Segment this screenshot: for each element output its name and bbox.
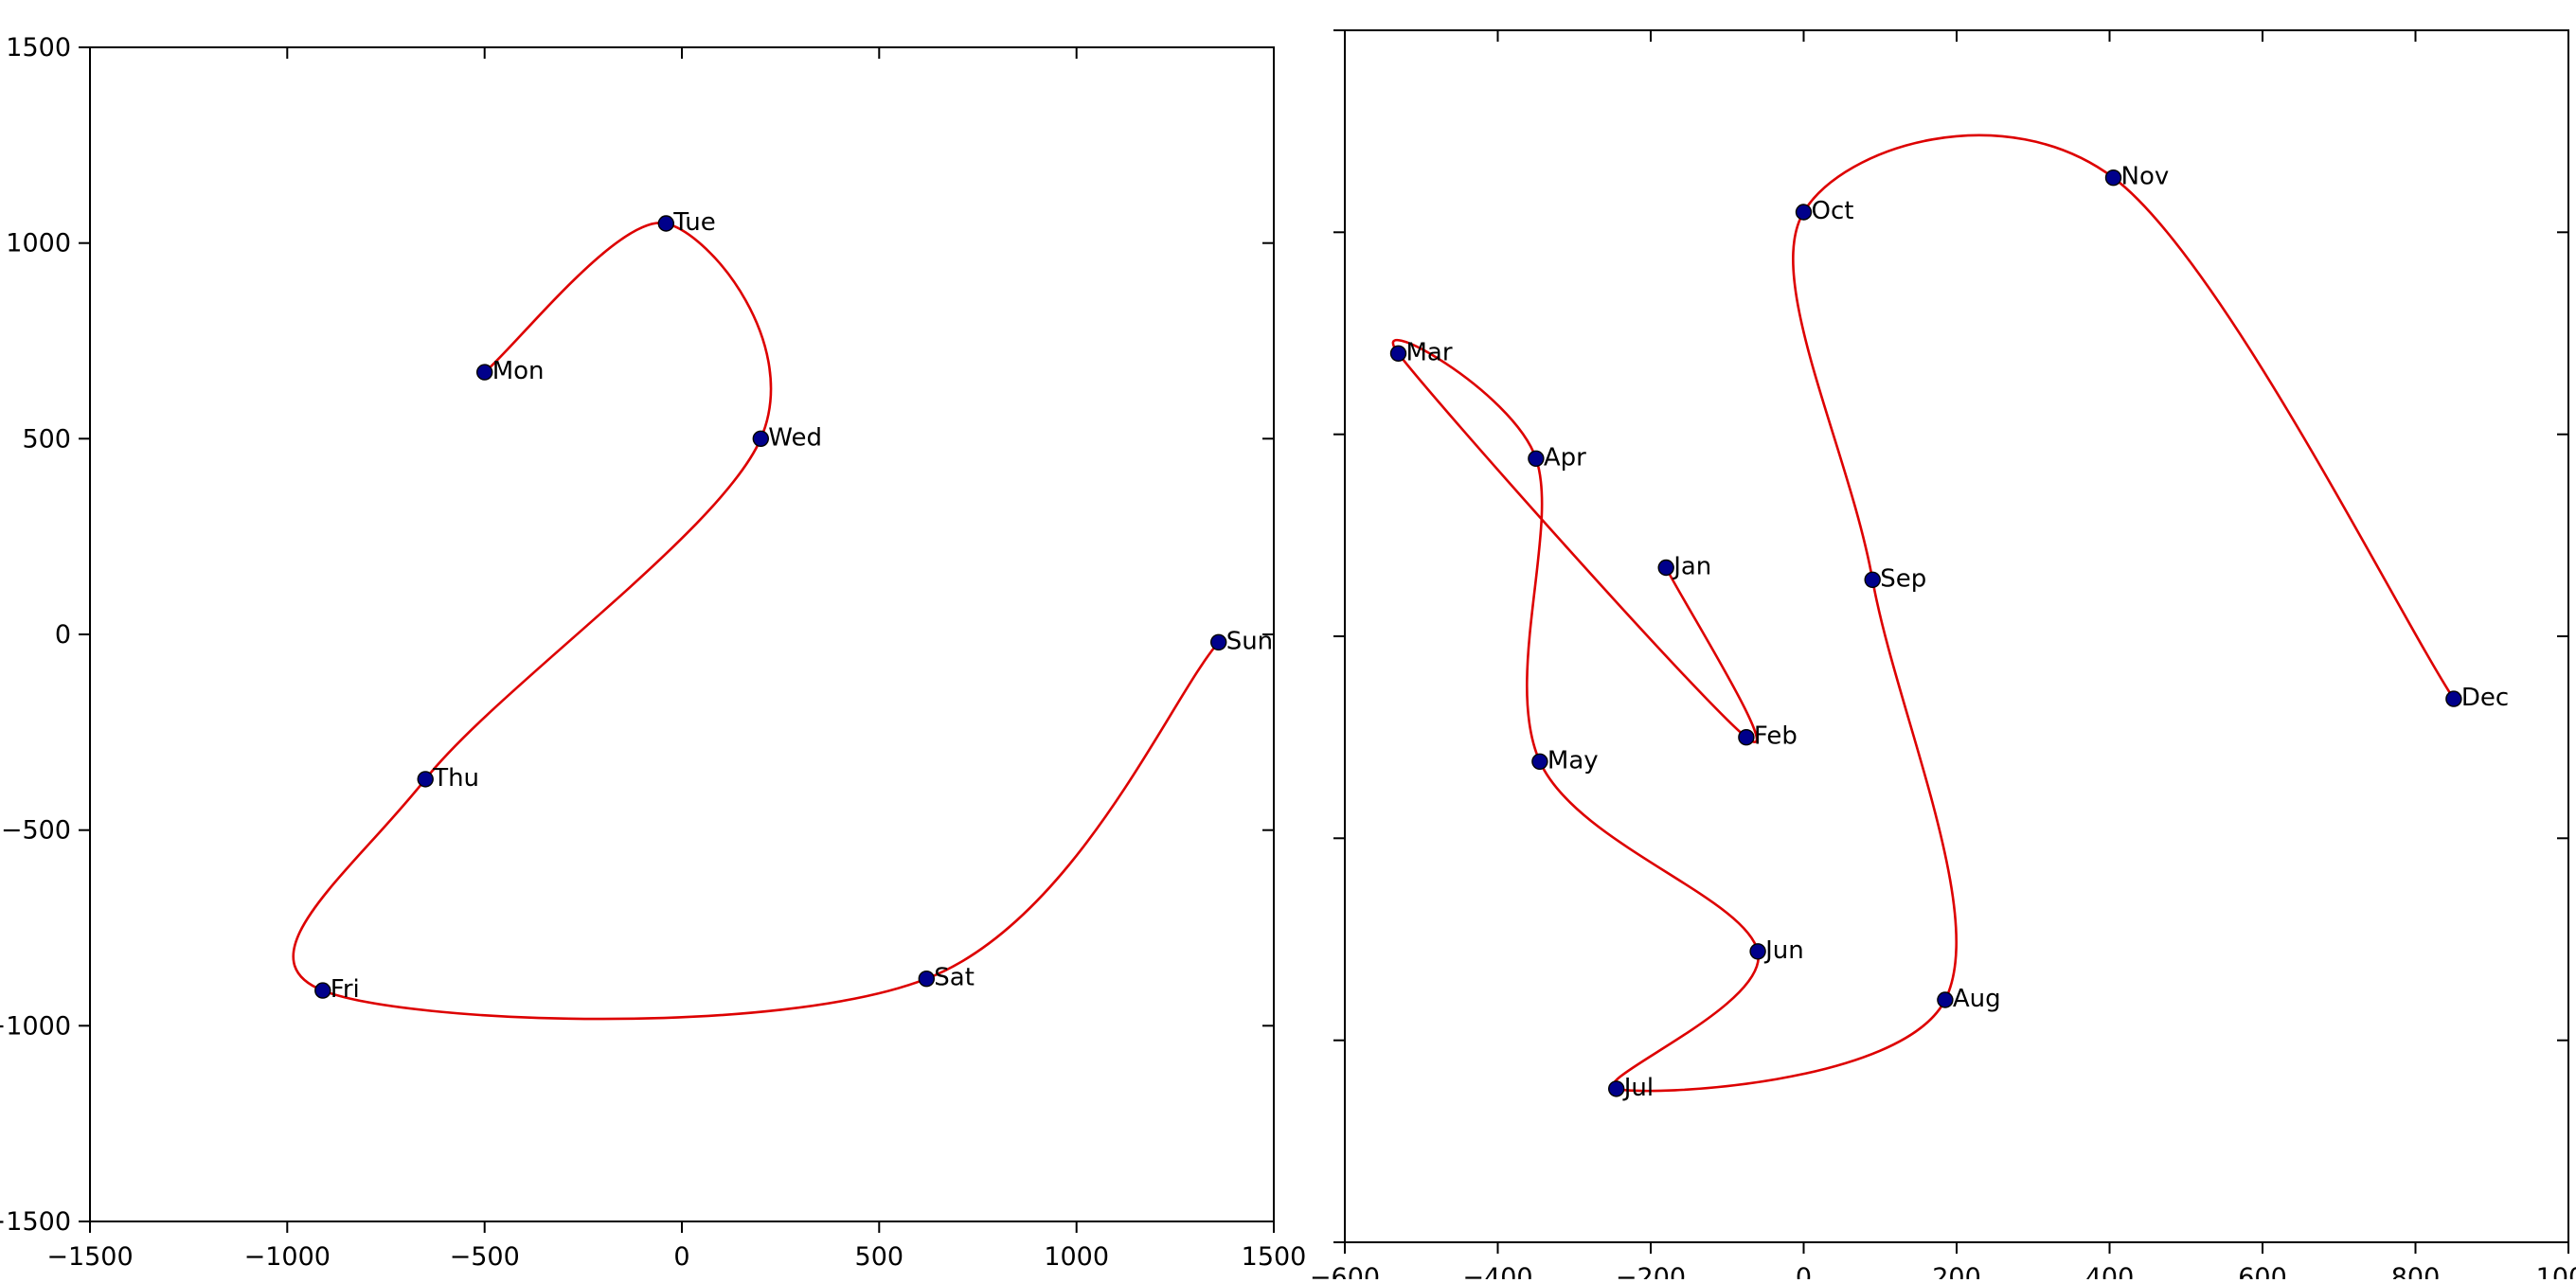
x-tick-label: −200 [1616,1263,1686,1279]
point-Apr [1528,450,1545,467]
point-label-Jul: Jul [1622,1074,1654,1102]
point-label-Feb: Feb [1754,722,1798,751]
point-label-Oct: Oct [1812,197,1854,225]
x-tick-label: 400 [2085,1263,2135,1279]
point-Feb [1738,729,1755,746]
x-tick-label: 0 [1796,1263,1812,1279]
x-tick-label: −400 [1462,1263,1532,1279]
point-Sep [1864,571,1881,588]
x-tick-label: 200 [1932,1263,1981,1279]
point-label-Mon: Mon [492,357,545,385]
point-label-Dec: Dec [2461,684,2509,712]
plot-months: −600 −400 −200 0 200 400 600 800 1000 Jan Feb Mar Ap… [1310,29,2576,1283]
point-Aug [1937,991,1954,1008]
x-tick-label: −1000 [244,1242,331,1272]
x-tick-label: 1000 [2536,1263,2576,1279]
y-tick-label: −500 [1,816,71,846]
point-Oct [1795,204,1813,221]
point-Mar [1389,345,1407,362]
x-tick-label: 800 [2391,1263,2441,1279]
y-tick-label: 1500 [6,33,71,62]
x-tick-label: 0 [673,1242,689,1272]
point-Sat [918,970,935,988]
point-label-Jan: Jan [1672,553,1711,581]
x-tick-label: 1500 [1242,1242,1307,1272]
x-tick-label: −1500 [46,1242,133,1272]
point-Fri [314,982,331,999]
point-Jul [1607,1080,1625,1097]
point-label-Fri: Fri [331,975,360,1004]
point-label-Tue: Tue [672,208,715,237]
y-tick-label: 1000 [6,229,71,258]
point-label-May: May [1547,746,1599,775]
point-Sun [1209,633,1227,650]
curve-weekdays [292,222,1220,1021]
point-Jan [1657,559,1674,577]
y-tick-label: 0 [55,620,71,650]
point-Dec [2445,690,2462,707]
point-Nov [2104,169,2122,187]
point-Jun [1749,943,1766,960]
point-label-Thu: Thu [432,764,479,793]
point-label-Aug: Aug [1953,985,2001,1013]
x-tick-label: −600 [1310,1263,1380,1279]
x-tick-label: 1000 [1044,1242,1109,1272]
curve-months [1391,134,2456,1093]
point-label-Jun: Jun [1763,936,1804,965]
y-tick-label: −1500 [0,1207,71,1237]
point-label-Apr: Apr [1544,443,1586,472]
x-tick-label: 600 [2238,1263,2287,1279]
plot-weekdays: −1500 −1000 −500 0 500 1000 1500 −1500 −1000 −500… [0,33,1306,1272]
y-tick-label: −1000 [0,1011,71,1041]
x-tick-label: −500 [450,1242,520,1272]
point-Mon [476,364,493,381]
x-tick-label: 500 [855,1242,904,1272]
plot-border [1344,29,2569,1243]
point-label-Sun: Sun [1226,627,1273,655]
point-May [1531,753,1548,770]
point-label-Sat: Sat [934,964,975,992]
point-Tue [657,215,674,232]
y-tick-label: 500 [22,424,71,454]
point-label-Nov: Nov [2121,163,2170,191]
point-label-Wed: Wed [768,423,822,452]
point-Wed [752,430,769,447]
point-label-Mar: Mar [1406,338,1453,366]
point-Thu [417,771,434,788]
point-label-Sep: Sep [1880,564,1926,593]
